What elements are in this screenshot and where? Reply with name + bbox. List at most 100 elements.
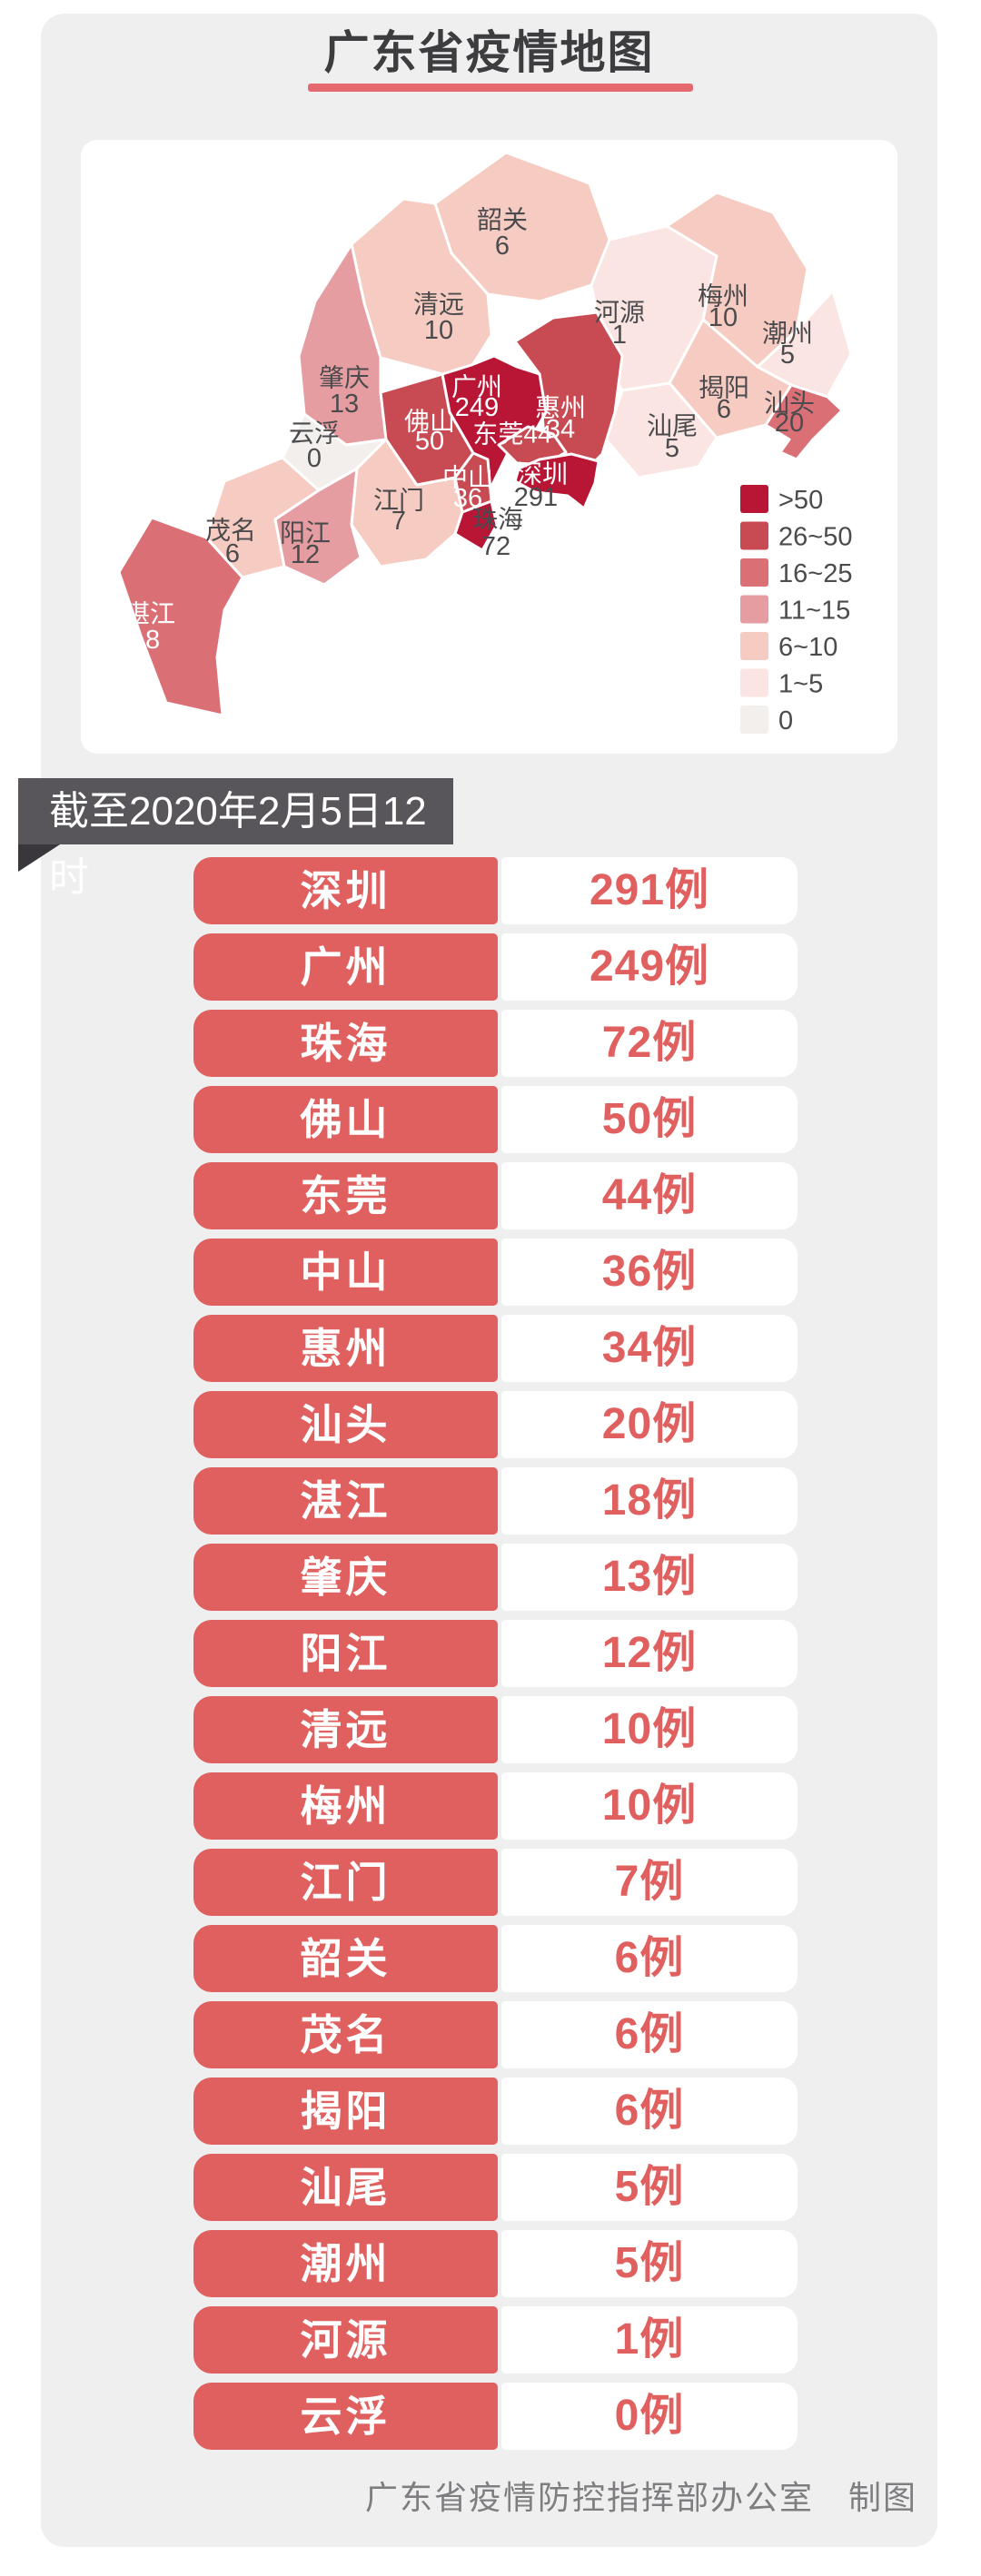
region-value-shaoguan: 6 bbox=[495, 232, 510, 261]
region-label-yangjiang: 阳江 bbox=[280, 519, 331, 548]
city-cell: 深圳 bbox=[193, 857, 498, 924]
table-row: 江门 7例 bbox=[193, 1849, 798, 1916]
region-label-shaoguan: 韶关 bbox=[477, 206, 528, 234]
legend-swatch-0 bbox=[740, 485, 768, 513]
count-cell: 7例 bbox=[501, 1849, 798, 1916]
city-cell: 湛江 bbox=[193, 1467, 498, 1535]
table-row: 佛山 50例 bbox=[193, 1086, 798, 1153]
legend-label-5: 1~5 bbox=[778, 670, 823, 699]
region-label-meizhou: 梅州 bbox=[698, 282, 748, 311]
footer-credit: 广东省疫情防控指挥部办公室 制图 bbox=[364, 2479, 917, 2516]
table-row: 东莞 44例 bbox=[193, 1162, 798, 1229]
count-cell: 10例 bbox=[501, 1772, 798, 1840]
legend-swatch-5 bbox=[740, 668, 768, 697]
count-cell: 34例 bbox=[501, 1315, 798, 1382]
region-label-jiangmen: 江门 bbox=[373, 487, 424, 515]
count-cell: 44例 bbox=[501, 1162, 798, 1229]
count-cell: 5例 bbox=[501, 2230, 798, 2297]
region-shantou bbox=[764, 383, 844, 461]
legend-label-6: 0 bbox=[778, 706, 793, 735]
region-value-shantou: 20 bbox=[775, 409, 804, 438]
region-value-maoming: 6 bbox=[225, 539, 240, 568]
count-cell: 20例 bbox=[501, 1391, 798, 1458]
region-value-yangjiang: 12 bbox=[291, 540, 320, 569]
city-cell: 汕尾 bbox=[193, 2154, 498, 2221]
city-cell: 清远 bbox=[193, 1696, 498, 1763]
ribbon-fold bbox=[18, 844, 60, 872]
legend-swatch-3 bbox=[740, 595, 768, 624]
city-cell: 阳江 bbox=[193, 1620, 498, 1687]
table-row: 肇庆 13例 bbox=[193, 1544, 798, 1611]
count-cell: 6例 bbox=[501, 2001, 798, 2068]
region-label-huizhou: 惠州 bbox=[535, 394, 586, 422]
legend-label-4: 6~10 bbox=[778, 633, 837, 662]
region-zhuhai bbox=[453, 499, 499, 552]
city-cell: 梅州 bbox=[193, 1772, 498, 1840]
region-label-chaozhou: 潮州 bbox=[762, 320, 813, 348]
region-label-zhuhai: 珠海 bbox=[472, 506, 523, 534]
region-value-huizhou: 34 bbox=[546, 415, 575, 444]
table-row: 揭阳 6例 bbox=[193, 2078, 798, 2145]
region-value-yunfu: 0 bbox=[307, 444, 322, 473]
table-row: 深圳 291例 bbox=[193, 857, 798, 924]
table-row: 云浮 0例 bbox=[193, 2383, 798, 2450]
city-cell: 揭阳 bbox=[193, 2078, 498, 2145]
count-cell: 6例 bbox=[501, 1925, 798, 1992]
count-cell: 72例 bbox=[501, 1010, 798, 1077]
region-label-shenzhen: 深圳 bbox=[517, 460, 568, 489]
region-label-guangzhou: 广州 bbox=[451, 373, 502, 401]
count-cell: 18例 bbox=[501, 1467, 798, 1535]
table-row: 珠海 72例 bbox=[193, 1010, 798, 1077]
legend-swatch-6 bbox=[740, 706, 768, 734]
table-row: 汕尾 5例 bbox=[193, 2154, 798, 2221]
city-cell: 江门 bbox=[193, 1849, 498, 1916]
count-cell: 50例 bbox=[501, 1086, 798, 1153]
city-cell: 东莞 bbox=[193, 1162, 498, 1229]
city-cell: 中山 bbox=[193, 1239, 498, 1306]
region-value-jiangmen: 7 bbox=[391, 507, 406, 536]
region-value-heyuan: 1 bbox=[612, 321, 627, 350]
count-cell: 12例 bbox=[501, 1620, 798, 1687]
region-dongguan bbox=[497, 425, 568, 467]
legend-swatch-4 bbox=[740, 632, 768, 660]
title-underline bbox=[308, 84, 693, 92]
region-label-heyuan: 河源 bbox=[594, 299, 645, 327]
guangdong-choropleth-map: 韶关6清远10河源1梅州10潮州5汕头20揭阳6汕尾5湛江18茂名6阳江12肇庆… bbox=[117, 151, 853, 735]
table-row: 中山 36例 bbox=[193, 1239, 798, 1306]
count-cell: 6例 bbox=[501, 2078, 798, 2145]
legend-swatch-1 bbox=[740, 521, 768, 550]
table-row: 清远 10例 bbox=[193, 1696, 798, 1763]
region-value-meizhou: 10 bbox=[708, 303, 738, 332]
count-cell: 0例 bbox=[501, 2383, 798, 2450]
region-value-qingyuan: 10 bbox=[424, 316, 453, 345]
region-value-jieyang: 6 bbox=[717, 395, 731, 424]
map-card: 韶关 6 清远 10 河源 1 梅州 10 潮州 5 汕头 20 揭阳 6 汕尾 5 湛江 18 茂名 6 阳江 12 肇庆… bbox=[81, 140, 897, 754]
region-label-zhaoqing: 肇庆 bbox=[319, 364, 370, 392]
page-title: 广东省疫情地图 bbox=[323, 27, 655, 78]
legend-label-2: 16~25 bbox=[778, 559, 852, 588]
table-row: 韶关 6例 bbox=[193, 1925, 798, 1992]
region-label-qingyuan: 清远 bbox=[413, 291, 464, 319]
legend-label-0: >50 bbox=[778, 486, 823, 515]
region-value-chaozhou: 5 bbox=[780, 341, 795, 370]
region-label-zhongshan: 中山 bbox=[442, 464, 493, 492]
region-value-foshan: 50 bbox=[415, 427, 444, 456]
city-cell: 广州 bbox=[193, 933, 498, 1001]
region-label-yunfu: 云浮 bbox=[289, 419, 340, 448]
table-row: 河源 1例 bbox=[193, 2306, 798, 2374]
city-cell: 惠州 bbox=[193, 1315, 498, 1382]
city-cell: 佛山 bbox=[193, 1086, 498, 1153]
count-cell: 36例 bbox=[501, 1239, 798, 1306]
table-row: 广州 249例 bbox=[193, 933, 798, 1001]
city-cell: 河源 bbox=[193, 2306, 498, 2374]
count-cell: 249例 bbox=[501, 933, 798, 1001]
table-row: 湛江 18例 bbox=[193, 1467, 798, 1535]
table-row: 惠州 34例 bbox=[193, 1315, 798, 1382]
city-cell: 珠海 bbox=[193, 1010, 498, 1077]
region-label-shantou: 汕头 bbox=[764, 390, 815, 418]
table-row: 茂名 6例 bbox=[193, 2001, 798, 2068]
legend-label-1: 26~50 bbox=[778, 523, 852, 552]
region-guangzhou bbox=[441, 354, 548, 496]
region-label-foshan: 佛山 bbox=[404, 408, 455, 436]
